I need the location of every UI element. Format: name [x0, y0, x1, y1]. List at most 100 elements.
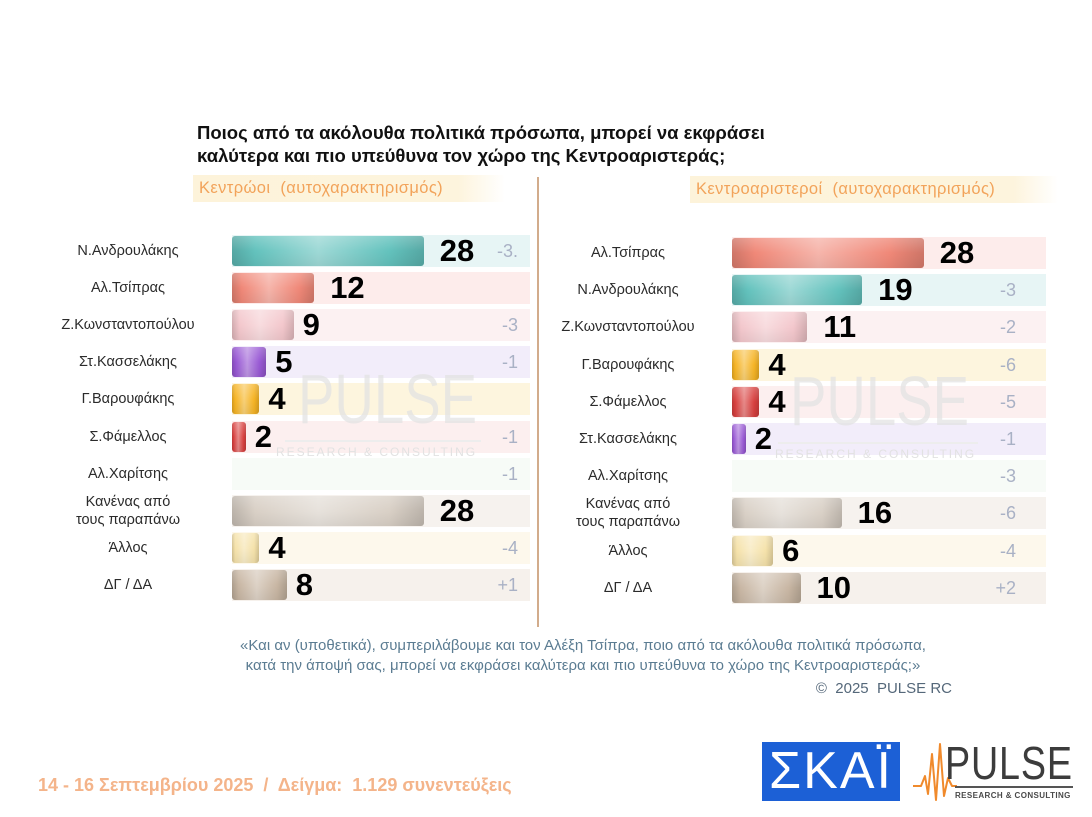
bar — [232, 532, 260, 563]
category-label: Ν.Ανδρουλάκης — [77, 243, 179, 259]
pulse-logo-rule — [955, 786, 1073, 788]
bar-value-label: 2 — [254, 418, 272, 454]
question-line-1: «Και αν (υποθετικά), συμπεριλάβουμε και … — [240, 637, 926, 654]
change-label: -1 — [501, 352, 518, 373]
bar-value-label: 6 — [782, 532, 800, 568]
bar-value-label: 11 — [823, 309, 857, 345]
bar — [232, 384, 260, 415]
category-label: Ζ.Κωνσταντοπούλου — [61, 317, 195, 334]
bar-track — [232, 346, 530, 379]
panel-divider — [537, 177, 539, 627]
category-label: Γ.Βαρουφάκης — [81, 391, 175, 408]
bar — [732, 535, 774, 566]
pulse-wave-icon — [913, 743, 957, 801]
copyright: © 2025 PULSE RC — [815, 680, 952, 697]
bar-value-label: 8 — [295, 566, 314, 602]
bar — [232, 347, 267, 378]
category-label: Ζ.Κωνσταντοπούλου — [561, 319, 695, 336]
change-label: -4 — [501, 537, 518, 558]
bar — [732, 275, 863, 306]
bar-value-label: 4 — [268, 381, 286, 417]
fieldwork-info: 14 - 16 Σεπτεμβρίου 2025 / Δείγμα: 1.129… — [38, 775, 512, 795]
category-label: Κανένας από τους παραπάνω — [75, 493, 181, 528]
bar — [732, 386, 760, 417]
right-panel-subtitle: Κεντροαριστεροί (αυτοχαρακτηρισμός) — [690, 176, 1058, 203]
bar-value-label: 28 — [439, 233, 475, 268]
bar-value-label: 5 — [275, 344, 293, 380]
question-footnote: «Και αν (υποθετικά), συμπεριλάβουμε και … — [180, 636, 986, 676]
watermark-rule-right — [778, 442, 978, 444]
bar — [232, 273, 315, 304]
left-panel-subtitle: Κεντρώοι (αυτοχαρακτηρισμός) — [193, 175, 505, 202]
bar-value-label: 12 — [330, 270, 365, 306]
bar-track — [232, 531, 530, 564]
category-label: ΔΓ / ΔΑ — [603, 579, 653, 596]
bar — [232, 569, 287, 600]
chart-title: Ποιος από τα ακόλουθα πολιτικά πρόσωπα, … — [197, 121, 765, 167]
category-label: Σ.Φάμελλος — [89, 428, 167, 445]
bar-track — [732, 534, 1046, 567]
change-label: -3 — [999, 466, 1016, 487]
category-label: Άλλος — [108, 539, 148, 556]
pulse-logo: PULSE RESEARCH & CONSULTING — [913, 740, 1078, 806]
bar-track — [732, 348, 1046, 381]
bar-value-label: 19 — [878, 272, 913, 308]
bar-value-label: 2 — [754, 421, 772, 456]
watermark-tagline-left: RESEARCH & CONSULTING — [276, 445, 478, 459]
bar — [232, 495, 424, 526]
bar-value-label: 4 — [768, 383, 786, 419]
bar — [732, 312, 808, 343]
category-label: Ν.Ανδρουλάκης — [577, 282, 679, 299]
change-label: -5 — [999, 391, 1016, 412]
category-label: Κανένας από τους παραπάνω — [575, 496, 681, 531]
bar-value-label: 28 — [439, 492, 475, 528]
bar — [732, 424, 746, 454]
bar-value-label: 9 — [302, 307, 320, 343]
change-label: -3 — [501, 315, 518, 336]
watermark-rule-left — [285, 440, 481, 442]
bar — [732, 349, 760, 380]
category-label: Στ.Κασσελάκης — [79, 354, 177, 371]
change-label: +2 — [995, 577, 1016, 598]
question-line-2: κατά την άποψή σας, μπορεί να εκφράσει κ… — [245, 657, 921, 674]
bar-track — [232, 383, 530, 416]
category-label: Αλ.Χαρίτσης — [588, 468, 668, 485]
bar — [732, 498, 842, 529]
bar-track — [732, 423, 1046, 455]
chart-title-line-2: καλύτερα και πιο υπεύθυνα τον χώρο της Κ… — [197, 145, 726, 166]
change-label: -6 — [999, 354, 1016, 375]
change-label: -1 — [501, 426, 518, 447]
category-label: Αλ.Χαρίτσης — [88, 465, 168, 482]
bar-value-label: 4 — [268, 529, 286, 565]
change-label: -4 — [999, 540, 1016, 561]
bar — [232, 310, 294, 341]
change-label: -3. — [496, 241, 518, 261]
bar — [732, 238, 924, 268]
pulse-logo-wordmark: PULSE — [945, 737, 1073, 789]
bar — [232, 421, 246, 452]
watermark-tagline-right: RESEARCH & CONSULTING — [775, 447, 977, 461]
bar-value-label: 4 — [768, 346, 786, 382]
bar-track — [232, 457, 530, 490]
change-label: -6 — [999, 503, 1016, 524]
category-label: Στ.Κασσελάκης — [579, 431, 677, 447]
change-label: +1 — [497, 574, 518, 595]
change-label: -2 — [999, 317, 1016, 338]
bar-value-label: 28 — [939, 235, 975, 270]
category-label: Αλ.Τσίπρας — [90, 280, 165, 297]
category-label: Σ.Φάμελλος — [589, 393, 667, 410]
bar — [732, 572, 801, 603]
bar-track — [732, 460, 1046, 493]
change-label: -3 — [999, 280, 1016, 301]
change-label: -1 — [501, 463, 518, 484]
category-label: ΔΓ / ΔΑ — [103, 576, 153, 593]
skai-logo: ΣΚΑΪ — [762, 742, 900, 801]
bar — [232, 236, 424, 266]
category-label: Αλ.Τσίπρας — [590, 245, 665, 261]
bar-value-label: 16 — [857, 495, 893, 531]
bar-track — [232, 420, 530, 453]
change-label: -1 — [999, 429, 1016, 449]
